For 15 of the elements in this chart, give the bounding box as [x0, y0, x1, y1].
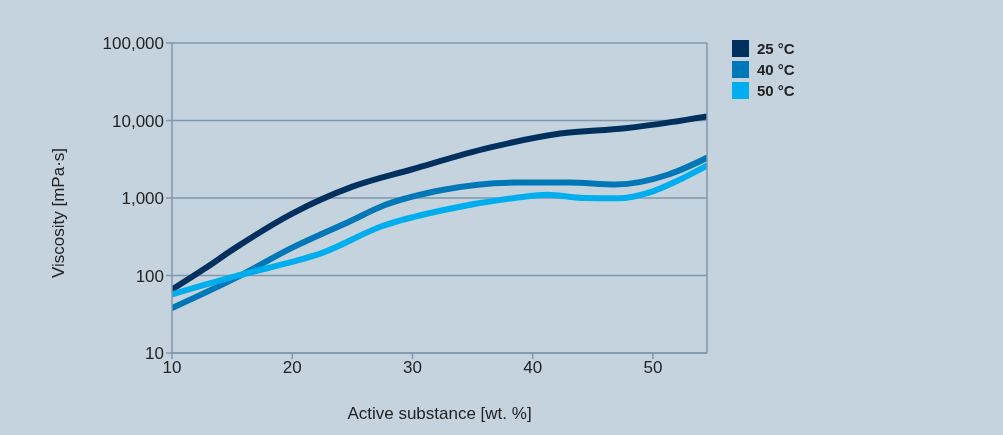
x-tick-label: 10: [162, 358, 182, 378]
y-tick-label: 100: [135, 266, 164, 286]
legend-label: 40 °C: [757, 61, 795, 78]
y-tick-label: 100,000: [102, 34, 164, 54]
x-tick-label: 30: [402, 358, 422, 378]
y-tick-label: 10,000: [112, 111, 164, 131]
legend-label: 25 °C: [757, 40, 795, 57]
x-tick-label: 40: [523, 358, 543, 378]
y-tick-label: 10: [145, 344, 164, 364]
legend-label: 50 °C: [757, 82, 795, 99]
x-axis-title: Active substance [wt. %]: [347, 404, 532, 423]
y-axis-title: Viscosity [mPa·s]: [49, 147, 69, 278]
y-tick-label: 1,000: [121, 189, 164, 209]
x-tick-label: 20: [282, 358, 302, 378]
x-tick-label: 50: [643, 358, 663, 378]
